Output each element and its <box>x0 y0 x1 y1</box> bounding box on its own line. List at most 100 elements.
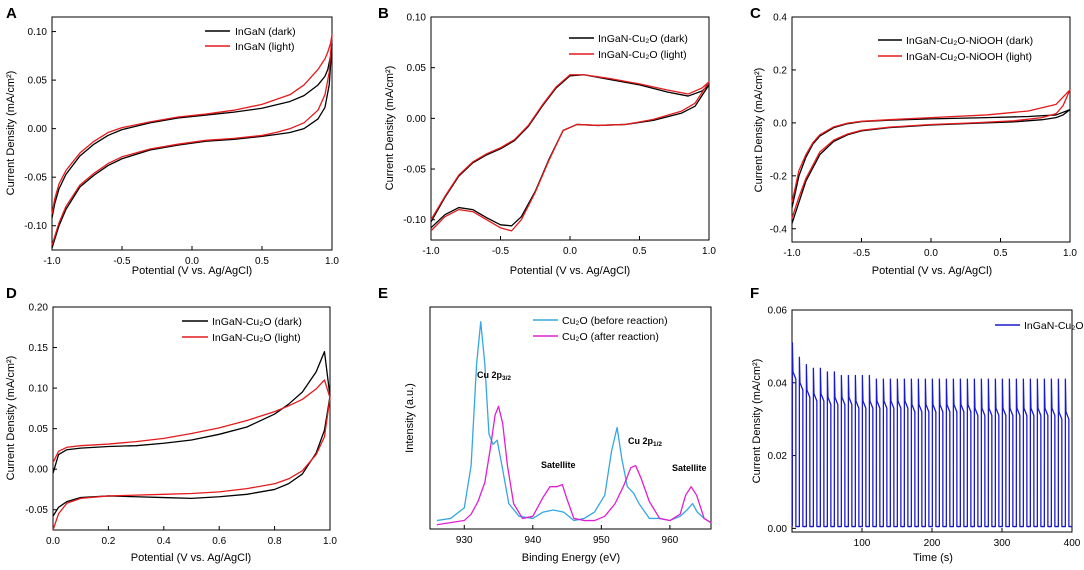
panel-c-y-tick-label: 0.0 <box>773 118 787 129</box>
panel-d-series-2-line <box>52 379 331 531</box>
panel-f-x-tick-label: 100 <box>854 538 871 549</box>
annotation-satellite-2: Satellite <box>672 463 707 473</box>
legend-label-b-dark: InGaN-Cu₂O (dark) <box>598 33 688 45</box>
panel-a-y-tick-label: 0.10 <box>28 27 48 38</box>
panel-b-letter: B <box>378 5 389 22</box>
panel-b-x-tick-label: -1.0 <box>422 246 440 257</box>
panel-d-ticks: 0.0 0.2 0.4 0.6 0.8 1.0 -0.05 0.00 0.05 0.10 0.15 0… <box>25 303 337 548</box>
panel-f-x-axis-label: Time (s) <box>913 552 953 564</box>
panel-b-series-1-line <box>430 74 710 229</box>
panel-a-y-tick-label: -0.10 <box>24 221 47 232</box>
panel-a-curves <box>51 33 333 249</box>
panel-e-plot-frame <box>429 306 712 530</box>
panel-a-ticks: -1.0 -0.5 0.0 0.5 1.0 -0.10 -0.05 0.00 0.05 0.10 <box>24 27 339 267</box>
annotation-cu-2p32: Cu 2p3/2 <box>477 370 511 382</box>
panel-e-x-tick-label: 960 <box>662 535 679 546</box>
panel-c-series-1-line <box>791 109 1071 224</box>
panel-b-y-tick-label: -0.05 <box>403 165 426 176</box>
panel-c-x-tick-label: 0.0 <box>924 248 938 259</box>
panel-e: E 930 940 950 960 Binding Energy (eV) Inten… <box>378 285 712 564</box>
panel-d-y-tick-label: 0.20 <box>29 303 49 314</box>
panel-d-y-tick-label: 0.05 <box>29 424 49 435</box>
panel-f-x-tick-label: 400 <box>1064 538 1081 549</box>
panel-c-legend: InGaN-Cu₂O-NiOOH (dark) InGaN-Cu₂O-NiOOH… <box>878 35 1033 63</box>
panel-b-y-tick-label: 0.10 <box>407 13 427 24</box>
panel-e-curves <box>436 321 712 526</box>
panel-b-y-axis-label: Current Density (mA/cm²) <box>384 66 396 191</box>
legend-label-b-light: InGaN-Cu₂O (light) <box>598 49 687 61</box>
panel-f-y-tick-label: 0.06 <box>768 306 788 317</box>
panel-c-y-axis-label: Current Density (mA/cm²) <box>753 68 765 193</box>
panel-f-letter: F <box>750 285 759 302</box>
panel-f-y-tick-label: 0.02 <box>768 451 788 462</box>
panel-b: B -1.0 -0.5 0.0 0.5 1.0 -0.10 -0.05 0.00 0.05 0.1… <box>378 5 716 277</box>
panel-d-x-tick-label: 0.6 <box>212 536 226 547</box>
panel-e-y-axis-label: Intensity (a.u.) <box>404 383 416 453</box>
panel-f-y-tick-label: 0.00 <box>768 524 788 535</box>
panel-f-x-tick-label: 300 <box>994 538 1011 549</box>
panel-a-y-tick-label: 0.05 <box>28 76 48 87</box>
panel-e-x-tick-label: 940 <box>524 535 541 546</box>
panel-a-y-tick-label: 0.00 <box>28 124 48 135</box>
panel-c-y-tick-label: 0.2 <box>773 65 787 76</box>
panel-a-x-tick-label: -1.0 <box>43 256 61 267</box>
panel-d-y-tick-label: 0.10 <box>29 384 49 395</box>
panel-a-x-tick-label: 0.0 <box>185 256 199 267</box>
panel-e-ticks: 930 940 950 960 <box>456 525 679 546</box>
panel-f-series-1-line <box>791 342 1073 528</box>
panel-f-curves <box>791 342 1073 528</box>
panel-c-x-tick-label: -0.5 <box>853 248 871 259</box>
panel-d-legend: InGaN-Cu₂O (dark) InGaN-Cu₂O (light) <box>182 316 302 344</box>
panel-a-legend: InGaN (dark) InGaN (light) <box>205 26 296 53</box>
legend-label-a-light: InGaN (light) <box>235 41 295 53</box>
panel-a-x-tick-label: 1.0 <box>325 256 339 267</box>
legend-label-e-after: Cu₂O (after reaction) <box>562 331 659 343</box>
panel-f-x-tick-label: 200 <box>924 538 941 549</box>
panel-d-y-tick-label: 0.00 <box>29 465 49 476</box>
panel-a-y-axis-label: Current Density (mA/cm²) <box>5 71 17 196</box>
panel-e-series-1-line <box>436 321 712 524</box>
panel-b-y-tick-label: 0.00 <box>407 114 427 125</box>
panel-c-x-tick-label: 0.5 <box>994 248 1008 259</box>
panel-c-x-tick-label: 1.0 <box>1063 248 1077 259</box>
panel-b-y-tick-label: 0.05 <box>407 63 427 74</box>
panel-d: D 0.0 0.2 0.4 0.6 0.8 1.0 -0.05 0.00 0.05 0.10 0.1… <box>5 285 337 564</box>
panel-a-y-tick-label: -0.05 <box>24 173 47 184</box>
panel-c-x-axis-label: Potential (V vs. Ag/AgCl) <box>872 265 992 277</box>
legend-label-c-dark: InGaN-Cu₂O-NiOOH (dark) <box>906 35 1033 47</box>
panel-e-x-axis-label: Binding Energy (eV) <box>522 552 620 564</box>
panel-d-x-tick-label: 0.8 <box>268 536 282 547</box>
panel-a-series-2-line <box>51 33 333 246</box>
panel-b-x-tick-label: 1.0 <box>702 246 716 257</box>
panel-a-series-1-line <box>51 43 333 249</box>
panel-d-x-tick-label: 1.0 <box>323 536 337 547</box>
panel-d-x-tick-label: 0.2 <box>101 536 115 547</box>
legend-label-a-dark: InGaN (dark) <box>235 26 296 38</box>
panel-d-y-axis-label: Current Density (mA/cm²) <box>5 356 17 481</box>
panel-e-letter: E <box>378 285 388 302</box>
panel-c-x-tick-label: -1.0 <box>783 248 801 259</box>
annotation-satellite-1: Satellite <box>541 460 576 470</box>
panel-d-y-tick-label: -0.05 <box>25 505 48 516</box>
panel-c-y-tick-label: 0.4 <box>773 13 787 24</box>
panel-b-series-2-line <box>430 74 710 232</box>
legend-label-f: InGaN-Cu₂O <box>1024 320 1084 332</box>
panel-c-series-2-line <box>791 89 1071 219</box>
panel-d-letter: D <box>6 285 17 302</box>
panel-c-ticks: -1.0 -0.5 0.0 0.5 1.0 -0.4 -0.2 0.0 0.2 0.4 <box>770 13 1078 260</box>
panel-f-y-tick-label: 0.04 <box>768 378 788 389</box>
panel-e-x-tick-label: 930 <box>456 535 473 546</box>
annotation-cu-2p12: Cu 2p1/2 <box>628 436 662 448</box>
panel-f-ticks: 100 200 300 400 0.00 0.02 0.04 0.06 <box>768 306 1081 550</box>
panel-e-x-tick-label: 950 <box>593 535 610 546</box>
panel-e-legend: Cu₂O (before reaction) Cu₂O (after react… <box>533 315 668 343</box>
panel-c-y-tick-label: -0.4 <box>770 224 788 235</box>
panel-a-x-tick-label: -0.5 <box>113 256 131 267</box>
panel-b-legend: InGaN-Cu₂O (dark) InGaN-Cu₂O (light) <box>569 33 688 61</box>
panel-b-x-tick-label: -0.5 <box>492 246 510 257</box>
legend-label-d-light: InGaN-Cu₂O (light) <box>212 332 301 344</box>
panel-b-x-tick-label: 0.5 <box>633 246 647 257</box>
panel-b-x-axis-label: Potential (V vs. Ag/AgCl) <box>510 265 630 277</box>
panel-b-ticks: -1.0 -0.5 0.0 0.5 1.0 -0.10 -0.05 0.00 0.05 0.10 <box>403 13 716 258</box>
